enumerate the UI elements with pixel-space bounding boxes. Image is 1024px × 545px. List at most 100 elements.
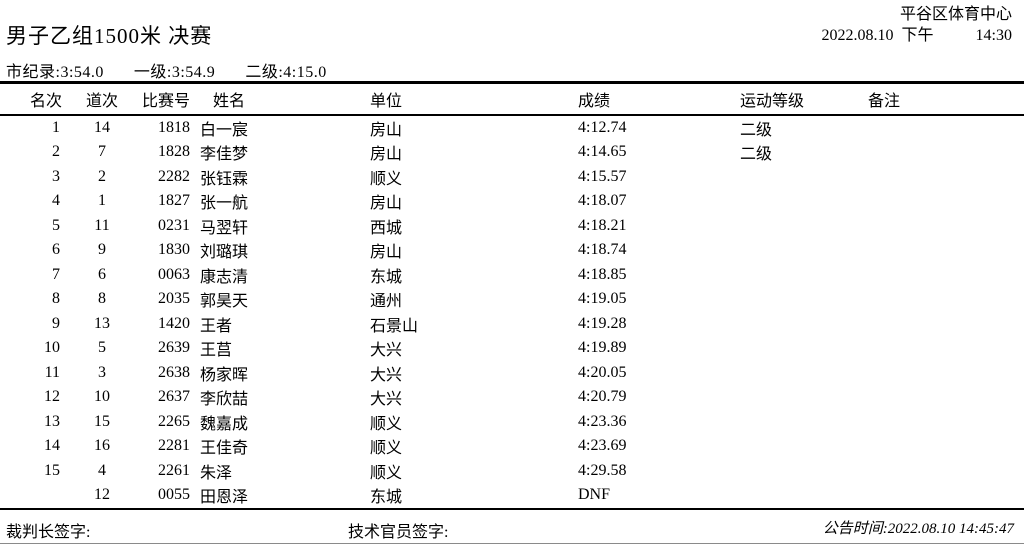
cell-remark: [860, 361, 1024, 386]
cell-bib: 0055: [158, 486, 190, 504]
session-date: 2022.08.10: [821, 27, 894, 44]
cell-name: 田恩泽: [200, 489, 249, 507]
cell-bib: 2638: [158, 363, 190, 381]
cell-level: [730, 287, 860, 312]
cell-result: 4:19.89: [578, 339, 627, 357]
col-header-rank: 名次: [0, 84, 64, 116]
cell-bib: 0063: [158, 265, 190, 283]
cell-level: [730, 434, 860, 459]
cell-lane: 9: [98, 241, 106, 259]
cell-lane: 1: [98, 192, 106, 210]
cell-unit: 房山: [370, 122, 403, 139]
cell-rank: 14: [44, 437, 60, 455]
top-divider: [0, 81, 1024, 84]
cell-unit: 通州: [370, 293, 403, 311]
cell-unit: 房山: [370, 146, 403, 164]
cell-unit: 西城: [370, 219, 403, 237]
city-record: 市纪录:3:54.0: [6, 64, 104, 81]
cell-lane: 3: [98, 363, 106, 381]
cell-level: [730, 483, 860, 508]
cell-name: 王莒: [200, 342, 233, 360]
table-row: 13 15 2265 魏嘉成 顺义 4:23.36: [0, 410, 1024, 435]
cell-level: [730, 336, 860, 361]
table-row: 2 7 1828 李佳梦 房山 4:14.65 二级: [0, 140, 1024, 165]
cell-name: 马翌轩: [200, 219, 249, 237]
cell-remark: [860, 385, 1024, 410]
cell-bib: 2035: [158, 290, 190, 308]
cell-name: 郭昊天: [200, 293, 249, 311]
cell-name: 王佳奇: [200, 440, 249, 458]
cell-name: 李佳梦: [200, 146, 249, 164]
cell-bib: 2639: [158, 339, 190, 357]
cell-rank: 10: [44, 339, 60, 357]
session-period: 下午: [901, 27, 934, 44]
cell-lane: 15: [94, 412, 110, 430]
cell-level: [730, 361, 860, 386]
footer-divider: [0, 508, 1024, 510]
cell-rank: [0, 483, 64, 508]
col-header-lane: 道次: [64, 84, 140, 116]
cell-level: [730, 459, 860, 484]
cell-rank: 6: [52, 241, 60, 259]
cell-unit: 房山: [370, 244, 403, 262]
table-row: 1 14 1818 白一宸 房山 4:12.74 二级: [0, 115, 1024, 140]
cell-bib: 1420: [158, 314, 190, 332]
cell-bib: 2282: [158, 167, 190, 185]
records-line: 市纪录:3:54.0 一级:3:54.9 二级:4:15.0: [6, 58, 357, 82]
cell-level: 二级: [740, 146, 773, 164]
cell-rank: 4: [52, 192, 60, 210]
table-row: 12 10 2637 李欣喆 大兴 4:20.79: [0, 385, 1024, 410]
table-row: 8 8 2035 郭昊天 通州 4:19.05: [0, 287, 1024, 312]
cell-level: [730, 312, 860, 337]
cell-name: 张一航: [200, 195, 249, 213]
cell-remark: [860, 263, 1024, 288]
cell-lane: 16: [94, 437, 110, 455]
table-row: 5 11 0231 马翌轩 西城 4:18.21: [0, 214, 1024, 239]
cell-result: 4:14.65: [578, 143, 627, 161]
cell-rank: 9: [52, 314, 60, 332]
table-row: 4 1 1827 张一航 房山 4:18.07: [0, 189, 1024, 214]
venue-block: 平谷区体育中心 2022.08.10 下午 14:30: [822, 4, 1012, 46]
col-header-unit: 单位: [360, 84, 570, 116]
table-row: 15 4 2261 朱泽 顺义 4:29.58: [0, 459, 1024, 484]
cell-lane: 8: [98, 290, 106, 308]
cell-name: 朱泽: [200, 464, 233, 482]
bottom-divider: [0, 543, 1024, 544]
table-row: 12 0055 田恩泽 东城 DNF: [0, 483, 1024, 508]
cell-unit: 东城: [370, 489, 403, 507]
cell-name: 刘璐琪: [200, 244, 249, 262]
cell-level: [730, 263, 860, 288]
cell-result: 4:23.69: [578, 437, 627, 455]
session-datetime: 2022.08.10 下午 14:30: [822, 25, 1012, 46]
cell-rank: 15: [44, 461, 60, 479]
results-table: 名次 道次 比赛号 姓名 单位 成绩 运动等级 备注 1 14 1818 白一宸…: [0, 84, 1024, 508]
cell-remark: [860, 483, 1024, 508]
cell-unit: 石景山: [370, 317, 419, 335]
cell-lane: 5: [98, 339, 106, 357]
cell-bib: 2265: [158, 412, 190, 430]
level1-standard: 一级:3:54.9: [133, 64, 216, 81]
cell-result: 4:12.74: [578, 119, 627, 136]
level2-standard: 二级:4:15.0: [245, 64, 327, 81]
table-row: 11 3 2638 杨家晖 大兴 4:20.05: [0, 361, 1024, 386]
table-row: 3 2 2282 张钰霖 顺义 4:15.57: [0, 165, 1024, 190]
cell-name: 李欣喆: [200, 391, 249, 409]
cell-unit: 房山: [370, 195, 403, 213]
cell-rank: 5: [52, 216, 60, 234]
cell-bib: 2637: [158, 388, 190, 406]
cell-level: [730, 214, 860, 239]
cell-remark: [860, 165, 1024, 190]
cell-rank: 7: [52, 265, 60, 283]
col-header-bib: 比赛号: [140, 84, 196, 116]
cell-remark: [860, 238, 1024, 263]
cell-rank: 1: [52, 119, 60, 136]
col-header-level: 运动等级: [730, 84, 860, 116]
cell-bib: 1828: [158, 143, 190, 161]
cell-result: DNF: [578, 486, 611, 504]
cell-bib: 2261: [158, 461, 190, 479]
cell-result: 4:18.07: [578, 192, 627, 210]
cell-remark: [860, 140, 1024, 165]
cell-result: 4:18.21: [578, 216, 627, 234]
cell-remark: [860, 410, 1024, 435]
